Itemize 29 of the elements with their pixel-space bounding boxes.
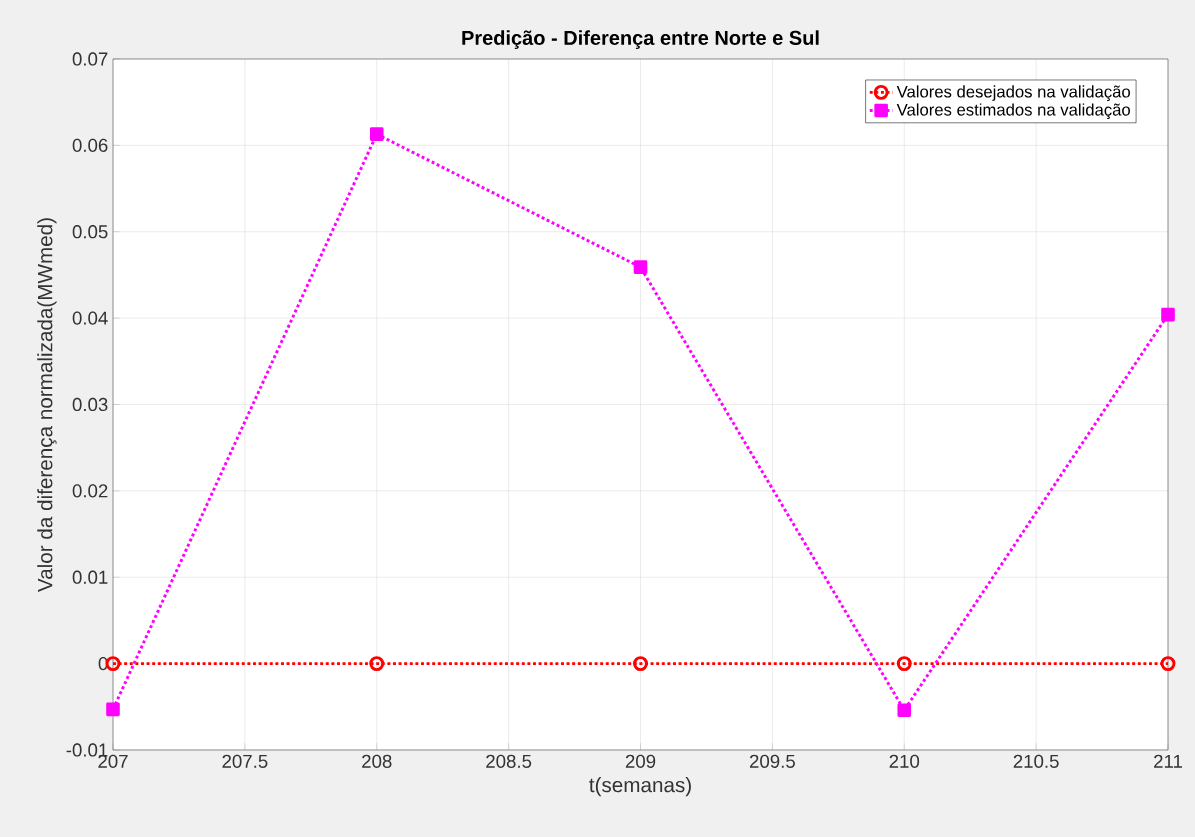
x-tick-label: 207.5 <box>222 754 268 768</box>
point <box>633 656 648 672</box>
point <box>106 702 120 717</box>
point <box>897 703 912 718</box>
point <box>896 656 912 672</box>
x-tick-label: 210 <box>889 754 920 768</box>
chart-title: Predição - Diferença entre Norte e Sul <box>462 30 819 49</box>
legend-label: Valores estimados na validação <box>896 103 1130 119</box>
y-tick-label: 0.06 <box>72 138 108 152</box>
x-tick-label: 211 <box>1154 754 1182 768</box>
x-tick-label: 210.5 <box>1013 754 1059 768</box>
legend-label: Valores desejados na validação <box>896 85 1130 101</box>
x-tick-label: 208.5 <box>486 754 532 768</box>
x-tick-label: 208 <box>362 754 392 768</box>
y-tick-label: 0.04 <box>72 311 108 325</box>
y-tick-label: 0.01 <box>72 570 108 584</box>
x-axis-title: t(semanas) <box>589 777 691 797</box>
y-tick-label: 0.07 <box>72 52 108 66</box>
point <box>369 656 385 672</box>
x-tick-label: 209 <box>625 754 656 768</box>
y-axis-title: Valor da diferença normalizada(MWmed) <box>37 218 57 593</box>
point <box>369 127 384 141</box>
point <box>1161 307 1175 322</box>
y-tick-label: 0.03 <box>72 397 108 412</box>
y-tick-label: 0.05 <box>72 225 108 239</box>
point <box>633 260 648 274</box>
point <box>1160 656 1176 672</box>
y-tick-label: 0.02 <box>72 484 108 498</box>
x-tick-label: 209.5 <box>749 754 795 768</box>
